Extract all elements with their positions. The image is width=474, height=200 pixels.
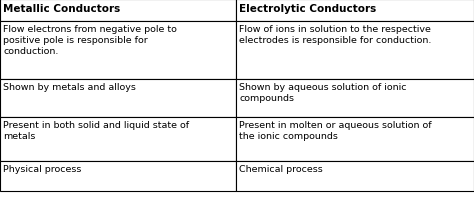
Bar xyxy=(236,80,474,117)
Bar xyxy=(236,22,474,80)
Text: Present in both solid and liquid state of
metals: Present in both solid and liquid state o… xyxy=(3,121,190,141)
Bar xyxy=(0,0,236,22)
Bar xyxy=(236,0,474,22)
Bar xyxy=(236,161,474,191)
Bar xyxy=(236,117,474,161)
Text: Present in molten or aqueous solution of
the ionic compounds: Present in molten or aqueous solution of… xyxy=(239,121,432,141)
Bar xyxy=(0,22,236,80)
Text: Flow of ions in solution to the respective
electrodes is responsible for conduct: Flow of ions in solution to the respecti… xyxy=(239,25,431,45)
Text: Metallic Conductors: Metallic Conductors xyxy=(3,3,121,13)
Bar xyxy=(0,161,236,191)
Text: Electrolytic Conductors: Electrolytic Conductors xyxy=(239,3,376,13)
Text: Shown by aqueous solution of ionic
compounds: Shown by aqueous solution of ionic compo… xyxy=(239,83,407,103)
Text: Chemical process: Chemical process xyxy=(239,165,323,174)
Text: Shown by metals and alloys: Shown by metals and alloys xyxy=(3,83,137,92)
Text: Physical process: Physical process xyxy=(3,165,82,174)
Bar xyxy=(0,117,236,161)
Bar xyxy=(0,80,236,117)
Text: Flow electrons from negative pole to
positive pole is responsible for
conduction: Flow electrons from negative pole to pos… xyxy=(3,25,177,56)
